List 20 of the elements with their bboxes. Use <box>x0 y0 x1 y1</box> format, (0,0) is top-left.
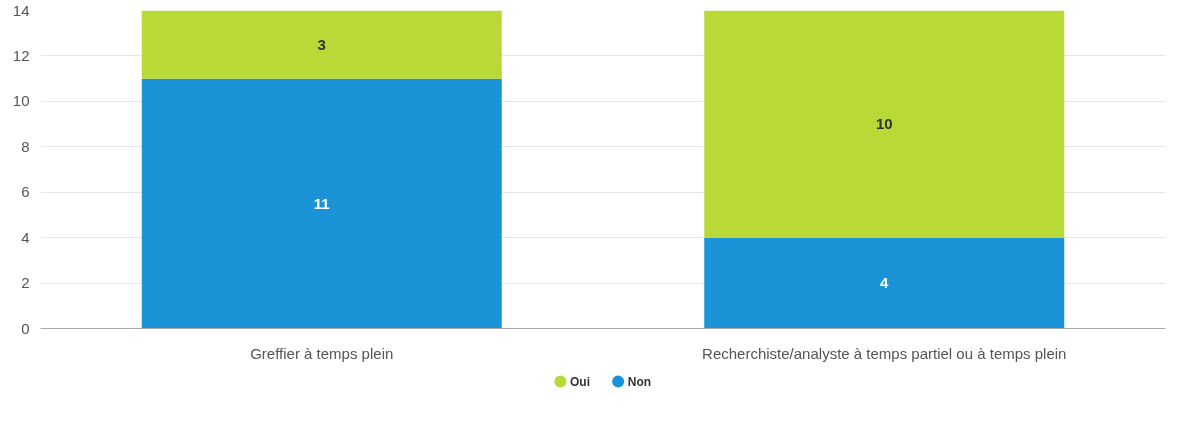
bar <box>141 10 502 79</box>
y-tick-label: 4 <box>21 228 30 246</box>
y-tick-label: 0 <box>21 319 30 337</box>
legend-label: Oui <box>569 374 590 389</box>
bar <box>704 237 1065 329</box>
data-label: 4 <box>880 274 890 292</box>
x-tick-label: Greffier à temps plein <box>250 344 394 362</box>
data-label: 3 <box>317 35 326 53</box>
y-tick-label: 8 <box>21 137 30 155</box>
y-tick-label: 6 <box>21 183 30 201</box>
x-tick-label: Recherchiste/analyste à temps partiel ou à temps plein <box>702 344 1067 362</box>
data-label: 11 <box>313 194 330 212</box>
bar <box>141 78 502 329</box>
y-tick-label: 10 <box>12 92 30 110</box>
y-tick-label: 14 <box>12 1 30 19</box>
y-tick-label: 12 <box>12 46 30 64</box>
data-label: 10 <box>875 115 893 133</box>
legend-label: Non <box>627 374 652 389</box>
bar <box>704 10 1065 238</box>
y-tick-label: 2 <box>21 274 30 292</box>
